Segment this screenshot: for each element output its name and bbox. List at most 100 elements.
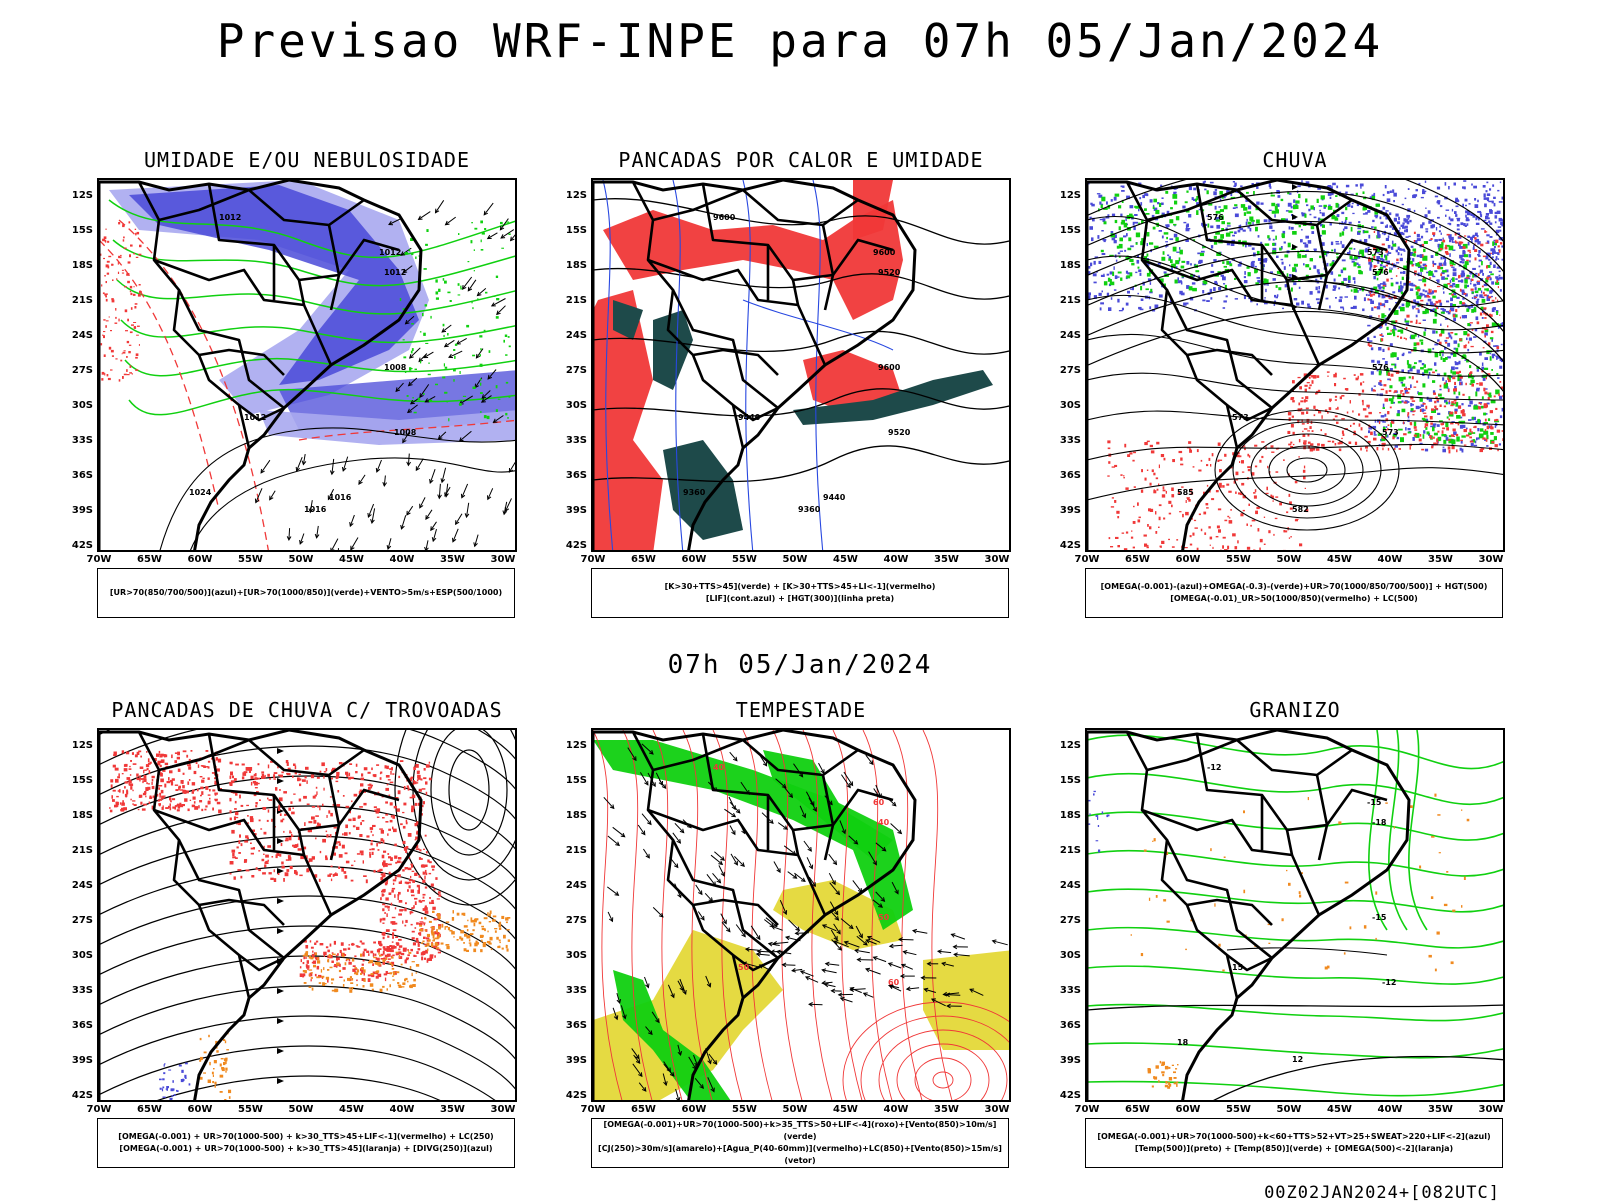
latitude-tick-label: 18S [559, 260, 587, 271]
longitude-tick-label: 45W [1322, 1104, 1358, 1115]
latitude-tick-label: 36S [1053, 470, 1081, 481]
contour-label: 1012 [379, 248, 401, 257]
latitude-tick-label: 24S [559, 330, 587, 341]
latitude-tick-label: 36S [1053, 1020, 1081, 1031]
latitude-tick-label: 36S [65, 1020, 93, 1031]
latitude-tick-label: 12S [65, 740, 93, 751]
contour-label: -15 [1372, 913, 1387, 922]
latitude-tick-label: 21S [1053, 295, 1081, 306]
longitude-tick-label: 40W [384, 1104, 420, 1115]
longitude-tick-label: 40W [1372, 1104, 1408, 1115]
legend-line: [Temp(500)](preto) + [Temp(850)](verde) … [1086, 1143, 1502, 1155]
panel-legend: [K>30+TTS>45](verde) + [K>30+TTS>45+LI<-… [591, 568, 1009, 618]
legend-line: [OMEGA(-0.001) + UR>70(1000-500) + k>30_… [98, 1131, 514, 1143]
latitude-tick-label: 27S [1053, 915, 1081, 926]
contour-label: 40 [713, 763, 725, 772]
latitude-tick-label: 21S [65, 295, 93, 306]
latitude-tick-label: 27S [559, 915, 587, 926]
longitude-tick-label: 35W [1423, 554, 1459, 565]
legend-line: [CJ(250)>30m/s](amarelo)+[Agua_P(40-60mm… [592, 1143, 1008, 1167]
longitude-tick-label: 35W [435, 1104, 471, 1115]
latitude-tick-label: 12S [559, 740, 587, 751]
longitude-tick-label: 55W [1221, 1104, 1257, 1115]
latitude-tick-label: 27S [559, 365, 587, 376]
legend-line: [OMEGA(-0.001)-(azul)+OMEGA(-0.3)-(verde… [1086, 581, 1502, 593]
panel-legend: [UR>70(850/700/500)](azul)+[UR>70(1000/8… [97, 568, 515, 618]
latitude-tick-label: 30S [65, 950, 93, 961]
latitude-tick-label: 21S [1053, 845, 1081, 856]
longitude-tick-label: 50W [283, 1104, 319, 1115]
latitude-tick-label: 12S [1053, 190, 1081, 201]
latitude-tick-label: 30S [559, 400, 587, 411]
latitude-tick-label: 39S [65, 1055, 93, 1066]
latitude-tick-label: 12S [1053, 740, 1081, 751]
longitude-tick-label: 55W [233, 1104, 269, 1115]
longitude-tick-label: 50W [1271, 1104, 1307, 1115]
latitude-tick-label: 18S [65, 260, 93, 271]
latitude-tick-label: 15S [65, 775, 93, 786]
panel-title: TEMPESTADE [591, 698, 1011, 722]
longitude-tick-label: 70W [81, 554, 117, 565]
latitude-tick-label: 18S [559, 810, 587, 821]
longitude-tick-label: 60W [676, 554, 712, 565]
longitude-tick-label: 50W [1271, 554, 1307, 565]
panel-legend: [OMEGA(-0.001)-(azul)+OMEGA(-0.3)-(verde… [1085, 568, 1503, 618]
longitude-tick-label: 50W [777, 554, 813, 565]
longitude-tick-label: 30W [979, 1104, 1015, 1115]
latitude-tick-label: 42S [559, 540, 587, 551]
contour-label: 1008 [394, 428, 417, 437]
contour-label: 585 [1177, 488, 1194, 497]
panel-title: UMIDADE E/OU NEBULOSIDADE [97, 148, 517, 172]
latitude-tick-label: 21S [559, 845, 587, 856]
latitude-tick-label: 33S [1053, 435, 1081, 446]
longitude-tick-label: 70W [575, 554, 611, 565]
latitude-tick-label: 42S [65, 1090, 93, 1101]
latitude-tick-label: 24S [65, 330, 93, 341]
contour-label: 50 [878, 913, 890, 922]
longitude-tick-label: 30W [1473, 1104, 1509, 1115]
latitude-tick-label: 36S [559, 1020, 587, 1031]
longitude-tick-label: 35W [929, 1104, 965, 1115]
latitude-tick-label: 36S [559, 470, 587, 481]
latitude-tick-label: 30S [559, 950, 587, 961]
latitude-tick-label: 33S [559, 985, 587, 996]
contour-label: 1012 [384, 268, 406, 277]
longitude-tick-label: 60W [1170, 1104, 1206, 1115]
longitude-tick-label: 65W [1120, 1104, 1156, 1115]
panel-title: PANCADAS POR CALOR E UMIDADE [591, 148, 1011, 172]
contour-label: -12 [1207, 763, 1221, 772]
panel-legend: [OMEGA(-0.001)+UR>70(1000-500)+k>35_TTS>… [591, 1118, 1009, 1168]
contour-label: 573 [1382, 428, 1399, 437]
latitude-tick-label: 15S [559, 225, 587, 236]
longitude-tick-label: 50W [777, 1104, 813, 1115]
latitude-tick-label: 39S [1053, 1055, 1081, 1066]
longitude-tick-label: 70W [1069, 1104, 1105, 1115]
latitude-tick-label: 21S [559, 295, 587, 306]
latitude-tick-label: 24S [1053, 330, 1081, 341]
longitude-tick-label: 70W [81, 1104, 117, 1115]
mid-title: 07h 05/Jan/2024 [0, 650, 1600, 680]
longitude-tick-label: 50W [283, 554, 319, 565]
contour-label: 9600 [713, 213, 736, 222]
longitude-tick-label: 30W [485, 554, 521, 565]
latitude-tick-label: 33S [65, 435, 93, 446]
longitude-tick-label: 40W [878, 1104, 914, 1115]
contour-label: -12 [1382, 978, 1396, 987]
run-timestamp: 00Z02JAN2024+[082UTC] [1264, 1183, 1500, 1203]
latitude-tick-label: 27S [65, 915, 93, 926]
contour-label: 15 [1232, 963, 1244, 972]
latitude-tick-label: 15S [65, 225, 93, 236]
legend-line: [UR>70(850/700/500)](azul)+[UR>70(1000/8… [98, 587, 514, 599]
longitude-tick-label: 65W [626, 554, 662, 565]
contour-label: 60 [888, 978, 900, 987]
contour-label: 582 [1292, 505, 1309, 514]
contour-label: 9360 [683, 488, 706, 497]
latitude-tick-label: 12S [559, 190, 587, 201]
latitude-tick-label: 15S [1053, 225, 1081, 236]
